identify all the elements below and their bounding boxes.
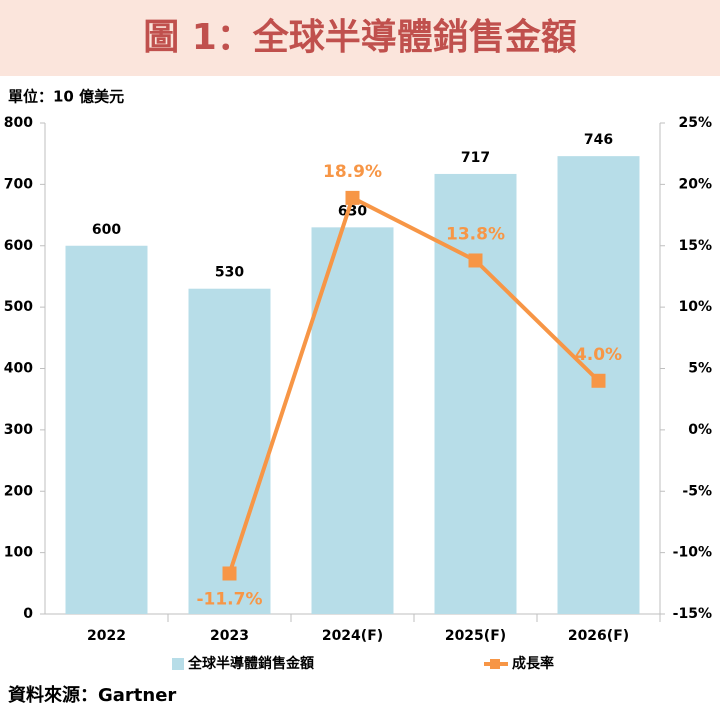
source: 資料來源：Gartner — [8, 684, 176, 706]
y-tick-label: 600 — [4, 238, 33, 254]
legend-swatch-marker — [490, 659, 500, 669]
bar-value-label: 717 — [461, 150, 490, 166]
legend-label: 全球半導體銷售金額 — [187, 655, 314, 672]
y2-tick-label: -5% — [682, 483, 712, 499]
bar-value-label: 630 — [338, 203, 367, 219]
y-tick-label: 0 — [23, 606, 33, 622]
y-tick-label: 500 — [4, 299, 33, 315]
x-tick-label: 2024(F) — [322, 628, 383, 644]
line-value-label: 18.9% — [323, 162, 382, 182]
bar — [311, 227, 394, 614]
line-marker — [468, 253, 483, 268]
chart-title: 圖 1：全球半導體銷售金額 — [143, 16, 577, 58]
line-marker — [591, 373, 606, 388]
y-tick-label: 300 — [4, 422, 33, 438]
unit-label: 單位：10 億美元 — [8, 88, 124, 106]
legend-swatch — [172, 658, 184, 670]
x-tick-label: 2022 — [87, 628, 126, 644]
bar-value-label: 530 — [215, 265, 244, 281]
x-tick-label: 2025(F) — [445, 628, 506, 644]
line-value-label: -11.7% — [196, 589, 262, 609]
bar-value-label: 746 — [584, 132, 613, 148]
y-tick-label: 200 — [4, 483, 33, 499]
y2-tick-label: 15% — [678, 238, 712, 254]
y2-tick-label: -15% — [673, 606, 712, 622]
line-value-label: 13.8% — [446, 224, 505, 244]
y2-tick-label: -10% — [673, 545, 712, 561]
y-tick-label: 100 — [4, 545, 33, 561]
bar — [65, 245, 148, 614]
bar-value-label: 600 — [92, 222, 121, 238]
bar — [188, 288, 271, 614]
y2-tick-label: 25% — [678, 115, 712, 131]
line-marker — [222, 566, 237, 581]
y2-tick-label: 10% — [678, 299, 712, 315]
x-tick-label: 2023 — [210, 628, 249, 644]
y-tick-label: 700 — [4, 176, 33, 192]
y-tick-label: 800 — [4, 115, 33, 131]
legend-label: 成長率 — [512, 655, 554, 672]
y2-tick-label: 20% — [678, 176, 712, 192]
y2-tick-label: 5% — [688, 361, 712, 377]
title-banner — [0, 0, 720, 76]
line-marker — [345, 190, 360, 205]
line-value-label: 4.0% — [575, 345, 622, 365]
y2-tick-label: 0% — [688, 422, 712, 438]
y-tick-label: 400 — [4, 361, 33, 377]
line — [227, 195, 600, 575]
x-tick-label: 2026(F) — [568, 628, 629, 644]
